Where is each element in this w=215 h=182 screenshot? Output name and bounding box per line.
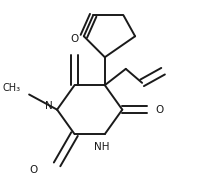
Text: CH₃: CH₃ xyxy=(3,82,21,92)
Text: O: O xyxy=(155,105,163,115)
Text: N: N xyxy=(45,101,52,111)
Text: O: O xyxy=(71,34,79,44)
Text: NH: NH xyxy=(94,142,110,152)
Text: O: O xyxy=(29,165,37,175)
